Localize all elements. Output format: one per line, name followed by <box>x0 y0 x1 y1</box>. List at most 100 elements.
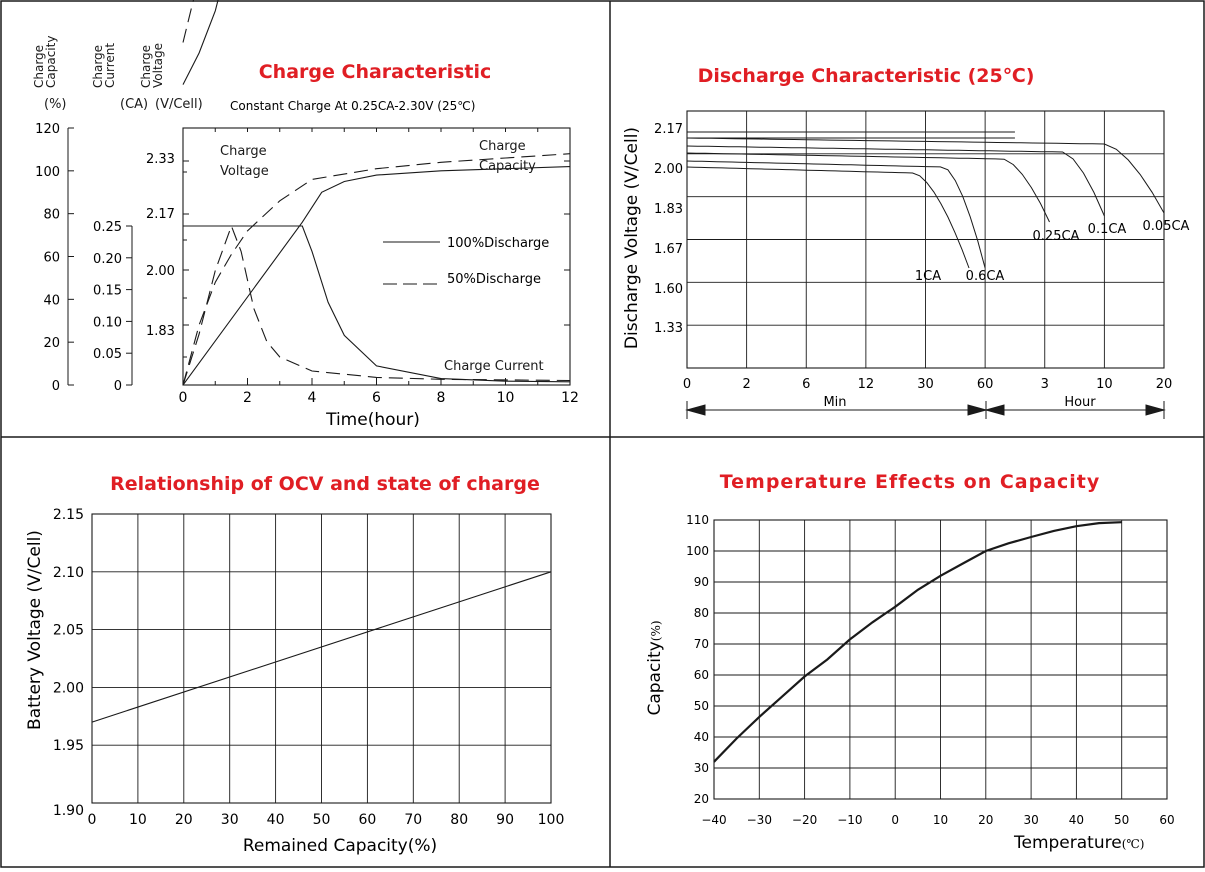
charge-curves <box>182 0 571 386</box>
capacity-tick-label: 60 <box>43 251 60 266</box>
legend-100-discharge: 100%Discharge <box>447 236 549 251</box>
temperature-x-tick-label: 0 <box>891 813 899 827</box>
temperature-x-tick-label: 60 <box>1159 813 1174 827</box>
temperature-x-tick-label: −40 <box>701 813 726 827</box>
temperature-x-tick-label: 20 <box>978 813 993 827</box>
temperature-grid <box>713 519 1168 800</box>
axis-header-voltage-2: Voltage <box>151 43 165 88</box>
ocv-x-tick-label: 40 <box>267 812 285 828</box>
discharge-curve-0.05CA <box>686 137 1165 214</box>
temperature-x-tick-label: 40 <box>1069 813 1084 827</box>
arrow-hour-right <box>1145 404 1166 416</box>
ocv-soc-chart: Relationship of OCV and state of charge … <box>25 473 564 856</box>
ocv-y-tick-label: 1.95 <box>53 738 84 754</box>
ocv-line <box>91 571 552 723</box>
capacity-label: Capacity <box>645 641 665 715</box>
capacity-tick-label: 120 <box>35 122 60 137</box>
current-tick-label: 0.20 <box>93 252 122 267</box>
charge-characteristic-chart: Charge Characteristic Constant Charge At… <box>32 0 579 430</box>
charge-x-tick-label: 0 <box>179 390 188 406</box>
discharge-group-min: Min <box>823 395 846 410</box>
discharge-curve-label: 0.1CA <box>1088 222 1127 237</box>
axis-unit-current: (CA) <box>120 97 148 112</box>
charge-x-tick-label: 10 <box>497 390 515 406</box>
annotation-charge-capacity-1: Charge <box>479 139 526 154</box>
current-tick-label: 0.15 <box>93 284 122 299</box>
current-tick-label: 0 <box>114 379 122 394</box>
discharge-x-tick-label: 6 <box>802 377 810 392</box>
charge-chart-title: Charge Characteristic <box>259 61 492 83</box>
charge-voltage-100-line <box>182 0 219 85</box>
discharge-group-hour: Hour <box>1064 395 1096 410</box>
ocv-x-tick-label: 90 <box>496 812 514 828</box>
temperature-y-axis-label: Capacity(%) <box>645 620 665 715</box>
charge-x-axis-label: Time(hour) <box>325 410 420 430</box>
axis-header-current-2: Current <box>103 43 117 88</box>
capacity-tick-label: 40 <box>43 293 60 308</box>
charge-legend: 100%Discharge 50%Discharge <box>383 236 549 287</box>
ocv-x-tick-label: 80 <box>450 812 468 828</box>
voltage-tick-label: 2.00 <box>146 264 175 279</box>
discharge-curve-label: 0.25CA <box>1033 229 1080 244</box>
temperature-y-tick-label: 40 <box>694 730 709 744</box>
charge-capacity-100-line <box>182 166 571 386</box>
discharge-curve-label: 0.6CA <box>966 269 1005 284</box>
temperature-y-tick-label: 90 <box>694 575 709 589</box>
discharge-y-tick-label: 2.17 <box>654 122 683 137</box>
discharge-curve-0.6CA <box>686 160 986 269</box>
temperature-y-tick-label: 80 <box>694 606 709 620</box>
charge-x-ticks: 0 2 4 6 8 10 12 <box>179 390 579 406</box>
ocv-x-tick-label: 0 <box>88 812 97 828</box>
temperature-x-tick-label: −20 <box>792 813 817 827</box>
annotation-charge-voltage-1: Charge <box>220 144 267 159</box>
temperature-y-tick-label: 60 <box>694 668 709 682</box>
discharge-grid <box>686 110 1165 369</box>
axis-header-voltage-1: Charge <box>139 45 153 88</box>
temperature-chart-title: Temperature Effects on Capacity <box>720 471 1101 493</box>
discharge-x-tick-label: 20 <box>1156 377 1173 392</box>
ocv-grid <box>91 513 552 804</box>
temperature-capacity-chart: Temperature Effects on Capacity Capacity… <box>645 471 1175 853</box>
discharge-curve-0.25CA <box>686 152 1050 223</box>
discharge-curve-1CA <box>686 166 970 269</box>
discharge-curves: 1CA 0.6CA 0.25CA 0.1CA 0.05CA <box>686 131 1190 284</box>
charge-axis-headers: ChargeCapacity(%)ChargeCurrent(CA)Charge… <box>32 36 203 112</box>
discharge-curve-0.1CA <box>686 145 1105 217</box>
ocv-chart-title: Relationship of OCV and state of charge <box>110 473 540 495</box>
temperature-x-tick-label: 30 <box>1023 813 1038 827</box>
discharge-x-tick-label: 10 <box>1096 377 1113 392</box>
temperature-x-tick-label: 50 <box>1114 813 1129 827</box>
capacity-tick-label: 20 <box>43 336 60 351</box>
temperature-unit: (℃) <box>1122 837 1145 851</box>
ocv-x-axis-label: Remained Capacity(%) <box>243 836 437 856</box>
temperature-x-axis-label: Temperature(℃) <box>1013 833 1144 853</box>
axis-header-capacity-1: Charge <box>32 45 46 88</box>
ocv-y-tick-label: 1.90 <box>53 803 84 819</box>
ocv-curve <box>91 571 552 723</box>
temperature-y-tick-label: 30 <box>694 761 709 775</box>
charge-plot-frame <box>182 127 571 386</box>
axis-header-capacity-2: Capacity <box>44 36 58 88</box>
charge-annotations: Charge Voltage Charge Capacity Charge Cu… <box>220 139 544 374</box>
ocv-x-tick-label: 20 <box>175 812 193 828</box>
arrow-min-left <box>685 404 706 416</box>
capacity-tick-label: 0 <box>52 379 60 394</box>
charge-current-100-line <box>183 225 571 383</box>
discharge-y-tick-label: 1.60 <box>654 282 683 297</box>
discharge-x-ticks: 0 2 6 12 30 60 3 10 20 <box>683 377 1172 392</box>
annotation-charge-current: Charge Current <box>444 359 544 374</box>
temperature-y-tick-label: 20 <box>694 792 709 806</box>
discharge-y-ticks: 1.33 1.60 1.67 1.83 2.00 2.17 <box>654 122 683 336</box>
charge-x-tick-label: 2 <box>243 390 252 406</box>
ocv-ticks: 0 10 20 30 40 50 60 70 80 90 100 1.90 1.95 2.00 2.05 2.… <box>53 507 565 828</box>
temperature-y-tick-label: 110 <box>686 513 709 527</box>
temperature-y-tick-label: 70 <box>694 637 709 651</box>
temperature-x-tick-label: 10 <box>933 813 948 827</box>
temperature-curve <box>713 521 1122 763</box>
charge-x-tick-label: 12 <box>561 390 579 406</box>
capacity-tick-label: 100 <box>35 165 60 180</box>
charge-current-50-line <box>182 224 571 386</box>
ocv-y-tick-label: 2.15 <box>53 507 84 523</box>
arrow-hour-left <box>984 404 1005 416</box>
